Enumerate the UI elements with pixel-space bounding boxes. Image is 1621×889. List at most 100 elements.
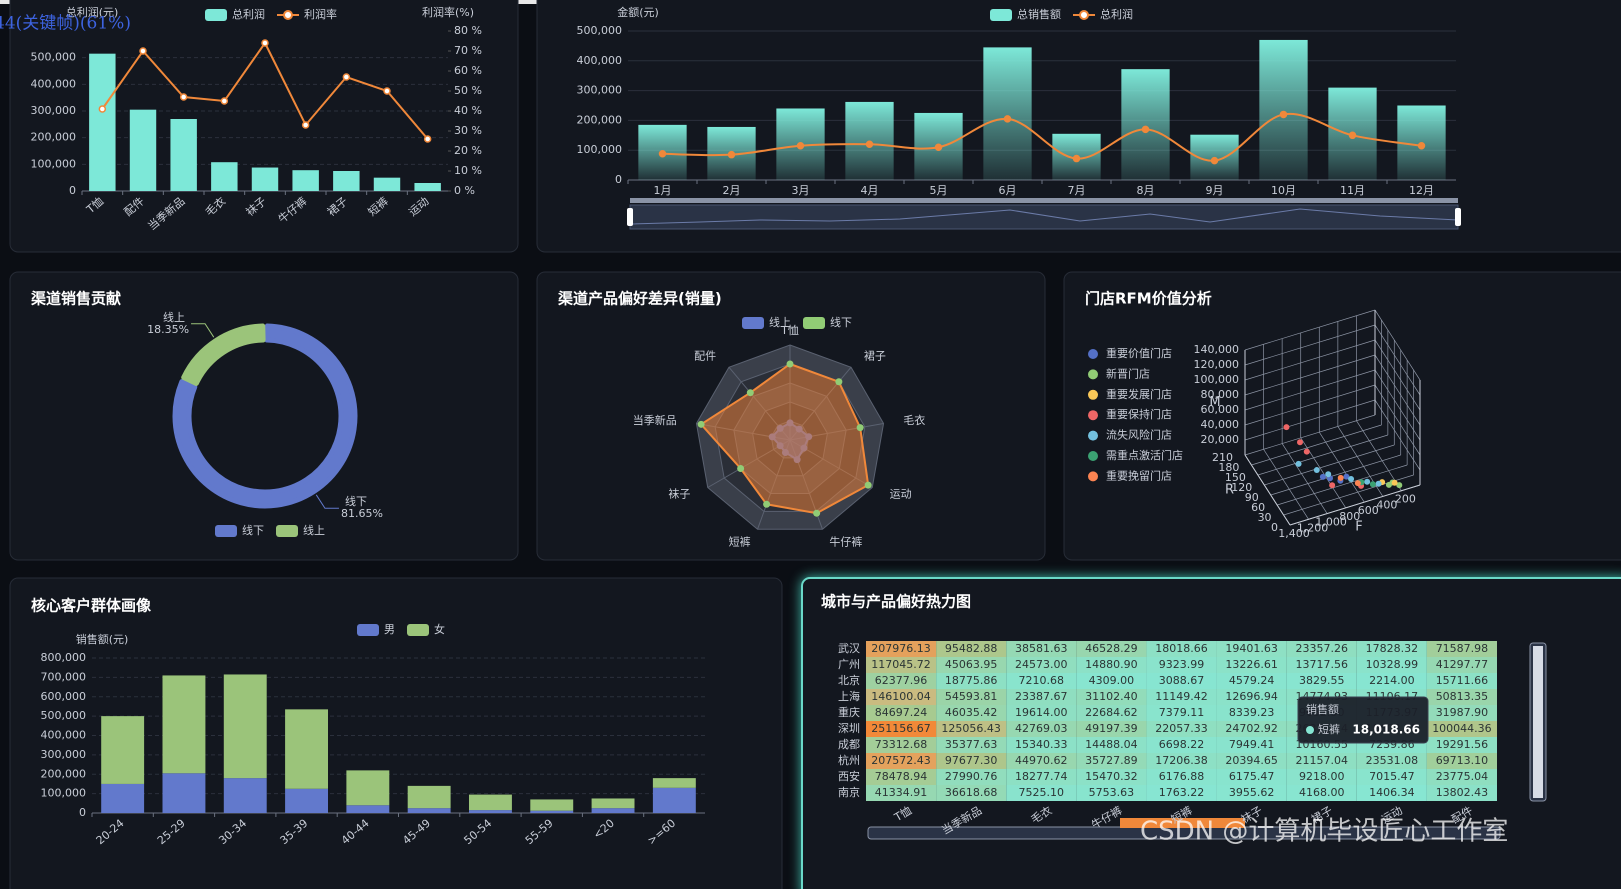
cell-label: 1763.22 (1159, 786, 1205, 799)
cell-label: 9323.99 (1159, 658, 1205, 671)
cell-label: 41297.77 (1436, 658, 1489, 671)
cell-label: 4579.24 (1229, 674, 1275, 687)
heat-cell (1146, 785, 1217, 801)
y2-tick-label: 0 % (454, 184, 475, 197)
line-point (1072, 154, 1081, 163)
legend-swatch (276, 525, 298, 537)
heat-cell (1006, 689, 1077, 705)
cell-label: 251156.67 (871, 722, 931, 735)
line-point (98, 105, 107, 113)
line-point (1210, 156, 1219, 165)
slider-handle[interactable] (627, 208, 633, 226)
cell-label: 6175.47 (1229, 770, 1275, 783)
tooltip-title: 销售额 (1306, 702, 1339, 716)
y2-tick-label: 60 % (454, 64, 482, 77)
heat-cell (1216, 769, 1287, 785)
cell-label: 35727.89 (1085, 754, 1138, 767)
heat-cell (1286, 769, 1357, 785)
row-label: 南京 (838, 785, 860, 799)
legend-label: 总利润 (1100, 7, 1133, 21)
leader-line (315, 494, 339, 509)
bar (530, 810, 574, 813)
row-label: 成都 (838, 738, 860, 751)
point (1343, 473, 1350, 480)
grid-line (1374, 324, 1421, 396)
x-tick-label: 4月 (861, 184, 879, 197)
row-label: 上海 (838, 689, 860, 703)
cell-label: 6176.88 (1159, 770, 1205, 783)
h-slider-sel (1120, 818, 1245, 828)
grid-line (1244, 354, 1376, 396)
tooltip-name: 短裤 (1318, 722, 1340, 736)
x-tick-label: 200 (1395, 493, 1416, 506)
legend-swatch (1088, 471, 1098, 482)
cell-label: 23387.67 (1015, 690, 1068, 703)
bar (407, 808, 451, 813)
heat-cell (1076, 673, 1147, 689)
legend-label: 需重点激活门店 (1106, 448, 1183, 462)
cell-label: 17206.38 (1155, 754, 1208, 767)
zoom-slider[interactable] (627, 198, 1461, 230)
grid-line (1251, 424, 1382, 466)
radar-point (746, 389, 754, 397)
cell-label: 22684.62 (1085, 706, 1138, 719)
legend-swatch (215, 525, 237, 537)
heat-cell (1076, 705, 1147, 721)
cell-label: 13717.56 (1295, 658, 1348, 671)
radar-point (737, 465, 745, 472)
line-point (342, 73, 351, 81)
cell-label: 38581.63 (1015, 642, 1068, 655)
grid-line (1374, 399, 1421, 471)
heat-cell (866, 641, 937, 657)
heat-cell (1076, 753, 1147, 769)
legend-swatch (1088, 369, 1098, 380)
row-label: 广州 (838, 658, 860, 671)
y-tick-label: 300,000 (41, 748, 87, 761)
cell-label: 1406.34 (1369, 786, 1415, 799)
y-tick-label: 0 (615, 173, 622, 186)
y-tick-label: 120 (1231, 481, 1252, 494)
heat-cell (1146, 657, 1217, 673)
y-tick-label: 600,000 (41, 690, 87, 703)
cell-label: 20394.65 (1225, 754, 1278, 767)
cell-label: 19401.63 (1225, 642, 1278, 655)
legend-label: 线上 (303, 523, 325, 537)
heat-cell (1006, 641, 1077, 657)
radar-point (835, 378, 843, 386)
grid-line (1244, 324, 1376, 366)
grid-line (1244, 399, 1376, 441)
y-tick-label: 90 (1245, 491, 1259, 504)
cell-label: 42769.03 (1015, 722, 1068, 735)
heat-cell (936, 641, 1007, 657)
cell-label: 95482.88 (945, 642, 998, 655)
row-label: 重庆 (838, 705, 860, 719)
slider-handle[interactable] (1455, 208, 1461, 226)
point (1329, 482, 1336, 489)
cell-label: 27990.76 (945, 770, 998, 783)
cell-label: 4168.00 (1299, 786, 1345, 799)
grid-line (1257, 434, 1388, 476)
radar-axis-label: 运动 (890, 488, 912, 501)
y-tick-label: 300,000 (577, 84, 623, 97)
line-point (1141, 125, 1150, 134)
panel-title: 门店RFM价值分析 (1085, 290, 1212, 308)
bar (211, 162, 238, 191)
bar (1259, 39, 1308, 180)
point (1396, 482, 1403, 489)
cell-label: 15470.32 (1085, 770, 1138, 783)
heatmap-sliders[interactable] (867, 642, 1547, 840)
bar (468, 810, 512, 813)
heat-cell (1426, 657, 1497, 673)
heat-cell (1146, 753, 1217, 769)
z-tick-label: 40,000 (1201, 418, 1240, 431)
heat-cell (1356, 753, 1427, 769)
donut-slice (181, 323, 266, 386)
legend-label: 利润率 (304, 7, 337, 21)
legend-swatch (1088, 410, 1098, 421)
v-slider-fill (1533, 646, 1543, 798)
cell-label: 35377.63 (945, 738, 998, 751)
cell-label: 46035.42 (945, 706, 998, 719)
bar (285, 709, 329, 789)
y-tick-label: 150 (1225, 471, 1246, 484)
